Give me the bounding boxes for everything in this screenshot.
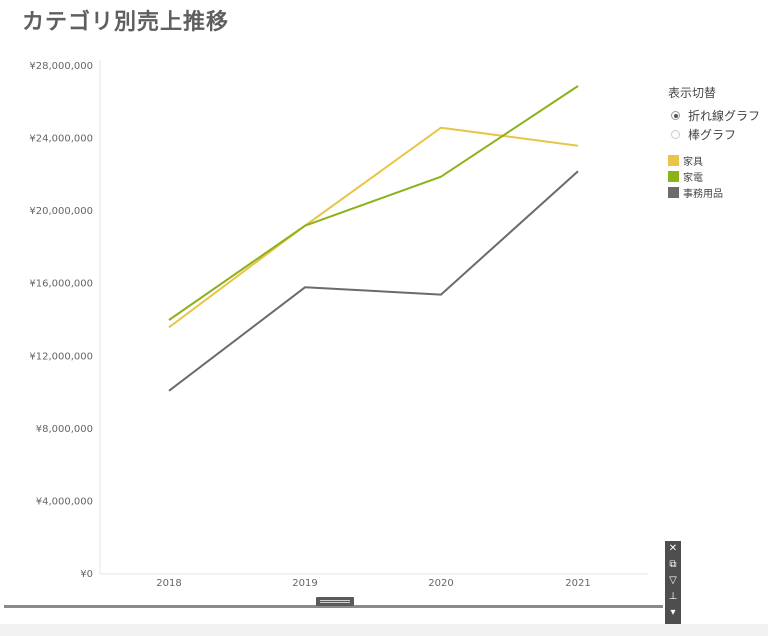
- toggle-title: 表示切替: [668, 86, 717, 100]
- x-tick-label: 2019: [292, 578, 317, 589]
- legend-swatch: [668, 154, 679, 166]
- y-axis: ¥0 ¥4,000,000 ¥8,000,000 ¥12,000,000 ¥16,000…: [29, 60, 101, 580]
- x-tick-label: 2020: [428, 578, 453, 589]
- series-line-家具[interactable]: [168, 126, 579, 329]
- legend-label: 家電: [683, 172, 703, 184]
- legend-label: 家具: [683, 156, 703, 168]
- external-link-icon[interactable]: ⧉: [669, 559, 677, 570]
- radio-bar-chart[interactable]: 棒グラフ: [668, 125, 766, 144]
- status-bar: [0, 624, 768, 636]
- legend-item[interactable]: 事務用品: [668, 184, 766, 200]
- y-tick-label: ¥12,000,000: [29, 351, 93, 362]
- y-tick-label: ¥8,000,000: [36, 424, 93, 435]
- floating-toolbar: ✕ ⧉ ▽ ⊥ ▾: [665, 541, 681, 624]
- legend-label: 事務用品: [683, 188, 723, 200]
- radio-line-chart[interactable]: 折れ線グラフ: [668, 106, 766, 125]
- legend-panel: 表示切替 折れ線グラフ 棒グラフ 家具家電事務用品: [668, 84, 766, 200]
- y-tick-label: ¥20,000,000: [29, 206, 93, 217]
- filter-icon[interactable]: ▽: [669, 575, 677, 586]
- x-tick-label: 2018: [156, 578, 181, 589]
- legend: 家具 家電 事務用品: [668, 152, 766, 200]
- legend-item[interactable]: 家電: [668, 168, 766, 184]
- y-tick-label: ¥24,000,000: [29, 134, 93, 145]
- series-lines: [168, 85, 579, 392]
- y-tick-label: ¥0: [80, 569, 93, 580]
- series-line-家電[interactable]: [168, 85, 579, 321]
- series-line-事務用品[interactable]: [168, 170, 579, 392]
- x-tick-label: 2021: [565, 578, 590, 589]
- legend-item[interactable]: 家具: [668, 152, 766, 168]
- dropdown-icon[interactable]: ▾: [670, 607, 676, 618]
- pin-icon[interactable]: ⊥: [668, 591, 678, 602]
- radio-label-line: 折れ線グラフ: [688, 109, 761, 123]
- close-icon[interactable]: ✕: [668, 543, 678, 554]
- scroll-handle[interactable]: [316, 597, 354, 606]
- line-chart: ¥0 ¥4,000,000 ¥8,000,000 ¥12,000,000 ¥16,000…: [29, 60, 648, 589]
- legend-swatch: [668, 186, 679, 198]
- radio-unchecked-icon[interactable]: [671, 130, 680, 139]
- legend-swatch: [668, 170, 679, 182]
- y-tick-label: ¥28,000,000: [29, 61, 93, 72]
- radio-label-bar: 棒グラフ: [688, 128, 737, 142]
- horizontal-scrollbar[interactable]: [4, 605, 663, 608]
- page-title: カテゴリ別売上推移: [22, 10, 230, 35]
- radio-checked-icon[interactable]: [671, 111, 680, 120]
- y-tick-label: ¥4,000,000: [36, 496, 93, 507]
- x-axis: 2018 2019 2020 2021: [100, 573, 648, 589]
- y-tick-label: ¥16,000,000: [29, 279, 93, 290]
